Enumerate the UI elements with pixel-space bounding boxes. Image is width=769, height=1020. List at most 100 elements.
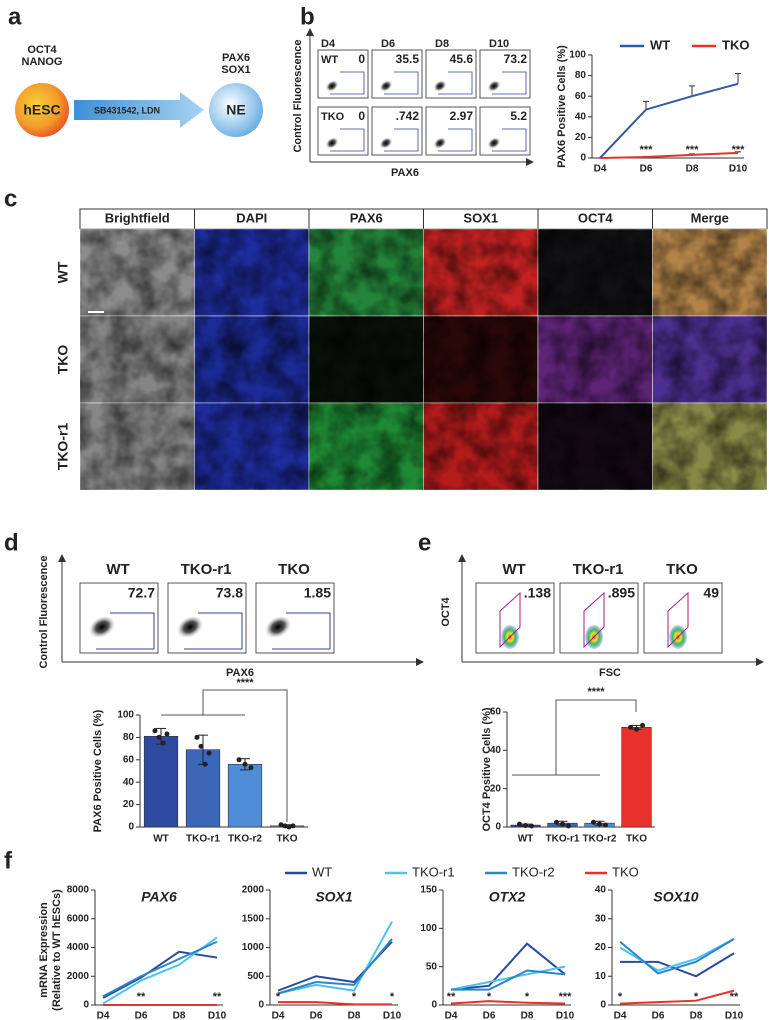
column-header: OCT4: [578, 210, 613, 225]
significance: *: [276, 991, 281, 1003]
data-point: [242, 761, 248, 767]
micrograph-texture: [423, 403, 538, 490]
data-point: [603, 822, 608, 828]
significance: ***: [640, 144, 654, 156]
y-tick-label: 0: [258, 1000, 264, 1011]
data-point: [236, 757, 242, 763]
data-point: [517, 821, 522, 827]
sample-label: TKO-r1: [181, 561, 232, 578]
legend-label: TKO-r1: [412, 864, 455, 879]
flow-value: 49: [703, 585, 719, 601]
x-tick-label: D4: [97, 1011, 110, 1020]
x-tick-label: TKO: [276, 834, 297, 845]
x-tick-label: TKO-r2: [228, 834, 262, 845]
y-axis-label: PAX6 Positive Cells (%): [556, 45, 568, 168]
series-line: [619, 938, 735, 975]
y-tick-label: 4000: [67, 942, 90, 953]
x-tick-label: D8: [686, 164, 699, 175]
flow-value: 73.8: [216, 585, 243, 601]
flow-value: .742: [396, 109, 420, 123]
series-line: [620, 952, 735, 978]
significance: ****: [587, 686, 605, 698]
micrograph-texture: [538, 316, 653, 403]
gate: [96, 612, 155, 650]
micrograph-texture: [652, 316, 767, 403]
micrograph-texture: [80, 229, 195, 316]
data-point: [286, 824, 292, 830]
sample-label: WT: [502, 561, 525, 578]
ne-cell: [209, 83, 263, 137]
y-axis-label: OCT4 Positive Cells (%): [481, 707, 493, 831]
x-tick-label: D10: [383, 1011, 402, 1020]
y-tick-label: 10: [595, 971, 607, 982]
series-line: [102, 950, 218, 999]
density: [433, 137, 447, 149]
y-tick-label: 100: [569, 50, 586, 61]
y-tick-label: 60: [490, 707, 502, 718]
x-tick-label: D6: [483, 1011, 496, 1020]
data-point: [634, 726, 639, 732]
panel-a: OCT4 NANOG hESC SB431542, LDN NE PAX6 SO…: [15, 44, 263, 137]
data-point: [554, 819, 559, 825]
row-label: TKO: [55, 345, 71, 375]
axis-label: PAX6: [226, 667, 254, 679]
data-point: [640, 722, 645, 728]
micrograph-texture: [194, 403, 309, 490]
marker-label: OCT4: [27, 44, 57, 56]
row-label: TKO: [321, 111, 345, 123]
flow-value: 0: [358, 52, 365, 66]
y-tick-label: 8000: [67, 885, 90, 896]
y-axis-label: PAX6 Positive Cells (%): [92, 709, 104, 832]
data-point: [164, 731, 170, 737]
density: [487, 137, 501, 149]
y-tick-label: 50: [426, 961, 438, 972]
gate: [184, 612, 243, 650]
x-tick-label: D8: [690, 1011, 703, 1020]
y-tick-label: 0: [600, 1000, 606, 1011]
micrograph-texture: [80, 316, 195, 403]
gate: [438, 128, 473, 152]
column-header: PAX6: [350, 210, 383, 225]
legend-label: WT: [312, 864, 332, 879]
legend-label: TKO: [722, 37, 749, 52]
y-tick-label: 20: [595, 942, 607, 953]
x-tick-label: TKO: [626, 834, 647, 845]
data-point: [156, 734, 162, 740]
marker-label: PAX6: [222, 52, 250, 64]
column-header: D8: [435, 38, 449, 50]
series-line: [450, 1000, 566, 1005]
significance: *: [352, 991, 357, 1003]
y-tick-label: 0: [580, 153, 586, 164]
x-tick-label: D6: [652, 1011, 665, 1020]
y-tick-label: 20: [123, 799, 135, 810]
density: [325, 80, 339, 92]
density: [379, 80, 393, 92]
data-point: [529, 823, 534, 829]
y-tick-label: 20: [575, 132, 587, 143]
significance: *: [487, 991, 492, 1003]
gate: [330, 128, 365, 152]
y-tick-label: 60: [575, 91, 587, 102]
gate: [384, 128, 419, 152]
x-tick-label: D6: [310, 1011, 323, 1020]
data-point: [591, 819, 596, 825]
x-tick-label: D10: [725, 1011, 744, 1020]
data-point: [282, 823, 288, 829]
significance: **: [213, 991, 222, 1003]
micrograph-texture: [538, 229, 653, 316]
column-header: SOX1: [463, 210, 498, 225]
sample-label: TKO-r1: [573, 561, 624, 578]
flow-plot: [425, 49, 477, 99]
y-tick-label: 6000: [67, 913, 90, 924]
x-tick-label: TKO-r1: [546, 834, 580, 845]
sample-label: TKO: [666, 561, 698, 578]
x-tick-label: D10: [208, 1011, 227, 1020]
flow-value: 35.5: [396, 52, 420, 66]
y-tick-label: 40: [575, 111, 587, 122]
micrograph-texture: [652, 403, 767, 490]
hesc-cell: [15, 83, 69, 137]
y-tick-label: 2000: [67, 971, 90, 982]
chart-title: SOX10: [653, 889, 698, 905]
x-tick-label: D10: [556, 1011, 575, 1020]
